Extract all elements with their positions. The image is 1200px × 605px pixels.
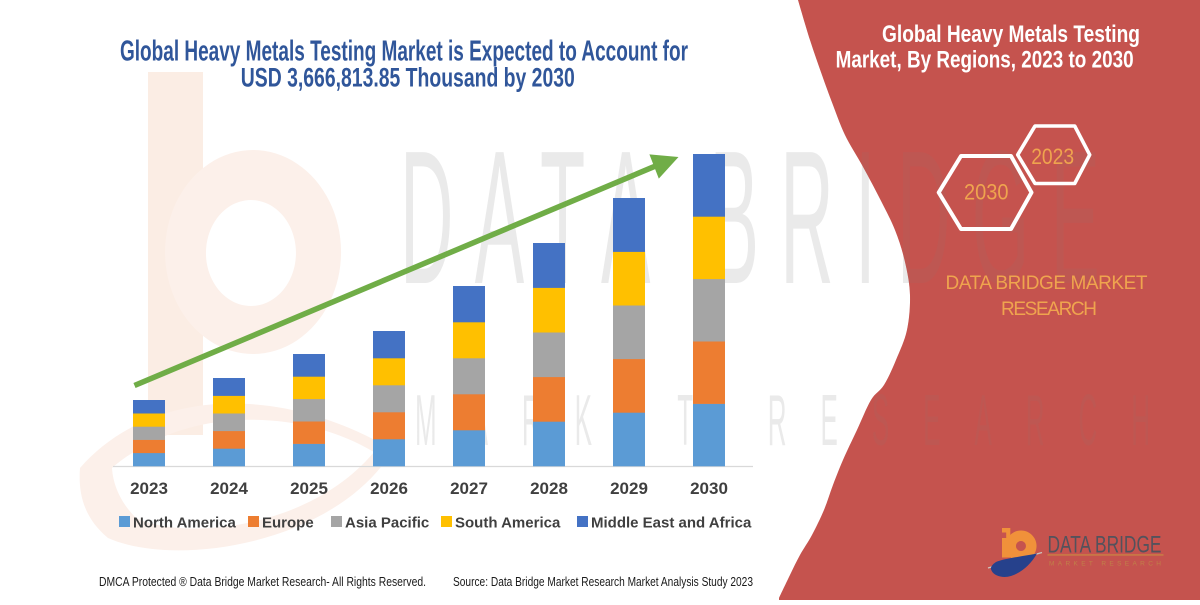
svg-text:South America: South America [455,515,561,532]
svg-text:Asia Pacific: Asia Pacific [345,515,429,532]
svg-text:DATA BRIDGE: DATA BRIDGE [1048,532,1162,559]
svg-text:DATA BRIDGE: DATA BRIDGE [400,110,1100,324]
svg-text:2025: 2025 [290,479,328,498]
svg-text:2027: 2027 [450,479,488,498]
svg-text:MARKET RESEARCH: MARKET RESEARCH [1049,561,1161,568]
svg-text:Europe: Europe [262,515,314,532]
svg-text:DATA BRIDGE MARKET: DATA BRIDGE MARKET [946,273,1148,294]
svg-text:2030: 2030 [964,180,1009,205]
svg-text:2023: 2023 [1031,144,1074,169]
svg-text:Market, By Regions, 2023 to 20: Market, By Regions, 2023 to 2030 [836,47,1134,74]
svg-text:North America: North America [133,515,236,532]
svg-text:Middle East and Africa: Middle East and Africa [591,515,752,532]
svg-text:USD 3,666,813.85 Thousand by: USD 3,666,813.85 Thousand by 2030 [241,63,575,93]
svg-text:2026: 2026 [370,479,408,498]
svg-text:RESEARCH: RESEARCH [1001,299,1097,320]
svg-text:Global Heavy Metals Testing Ma: Global Heavy Metals Testing Market is Ex… [120,36,688,68]
svg-text:2030: 2030 [690,479,728,498]
svg-text:2024: 2024 [210,479,248,498]
svg-text:Source: Data Bridge Market Res: Source: Data Bridge Market Research Mark… [453,575,753,589]
svg-text:2029: 2029 [610,479,648,498]
svg-text:Global Heavy Metals Testing: Global Heavy Metals Testing [882,21,1140,48]
svg-text:2023: 2023 [130,479,168,498]
svg-text:DMCA Protected ® Data Bridge M: DMCA Protected ® Data Bridge Market Rese… [99,575,426,589]
svg-text:2028: 2028 [530,479,568,498]
